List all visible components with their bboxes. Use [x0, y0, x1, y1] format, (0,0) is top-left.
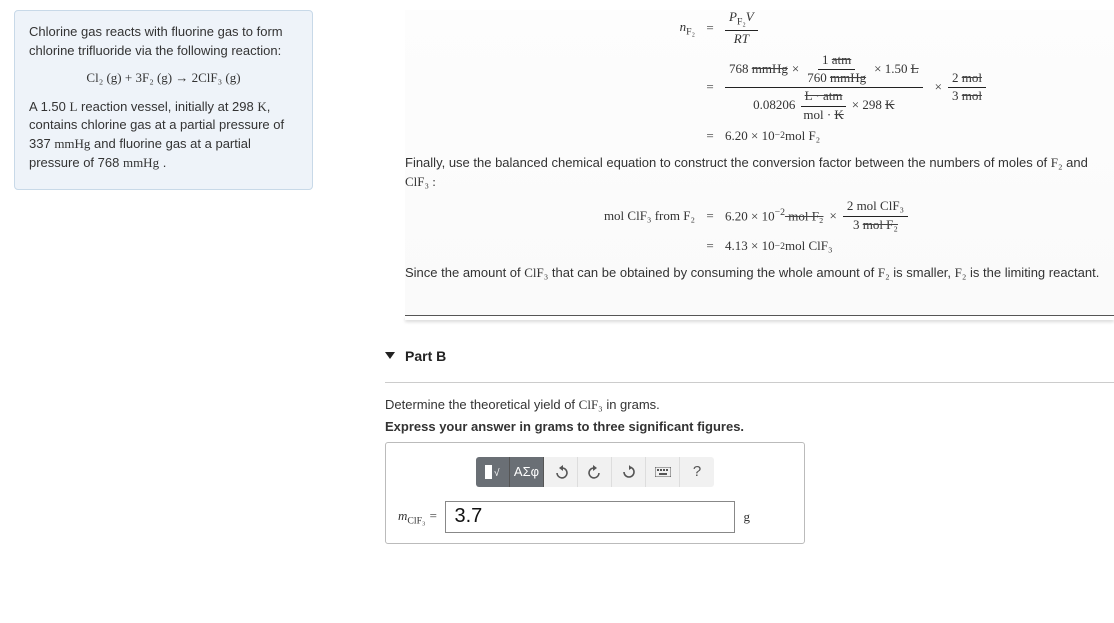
equation-nf2-definition: nF₂ = PF₂V RT: [405, 10, 1102, 47]
problem-sidebar: Chlorine gas reacts with fluorine gas to…: [0, 0, 327, 623]
reaction-equation: Cl₂ (g) + 3F₂ (g) → 2ClF₃ (g): [29, 69, 298, 88]
caret-down-icon: [385, 352, 395, 359]
help-button[interactable]: ?: [680, 457, 714, 487]
part-b-toggle[interactable]: Part B: [385, 348, 1114, 364]
part-b-instructions: Express your answer in grams to three si…: [385, 419, 1114, 434]
templates-button[interactable]: √: [476, 457, 510, 487]
solution-conclusion: Since the amount of ClF₃ that can be obt…: [405, 264, 1102, 283]
keyboard-button[interactable]: [646, 457, 680, 487]
problem-statement: Chlorine gas reacts with fluorine gas to…: [14, 10, 313, 190]
reset-button[interactable]: [612, 457, 646, 487]
solution-text-conversion: Finally, use the balanced chemical equat…: [405, 154, 1102, 192]
equation-clf3-from-f2: mol ClF₃ from F₂ = 6.20 × 10−2 mol F₂ × …: [405, 199, 1102, 232]
answer-variable: mClF₃ =: [398, 508, 437, 527]
undo-button[interactable]: [544, 457, 578, 487]
answer-input[interactable]: [445, 501, 735, 533]
part-b-title: Part B: [405, 348, 446, 364]
solution-box: nF₂ = PF₂V RT = 768 mmHg ×: [405, 10, 1114, 316]
equation-nf2-result: = 6.20 × 10−2 mol F₂: [405, 128, 1102, 144]
answer-unit: g: [743, 509, 750, 525]
problem-conditions: A 1.50 L reaction vessel, initially at 2…: [29, 98, 298, 173]
problem-intro: Chlorine gas reacts with fluorine gas to…: [29, 23, 298, 61]
redo-button[interactable]: [578, 457, 612, 487]
answer-toolbar: √ ΑΣφ: [386, 443, 804, 497]
answer-box: √ ΑΣφ: [385, 442, 805, 544]
symbols-button[interactable]: ΑΣφ: [510, 457, 544, 487]
part-b-section: Part B Determine the theoretical yield o…: [385, 348, 1114, 544]
equation-nf2-substituted: = 768 mmHg × 1 atm 760 mmHg × 1.50 L: [405, 53, 1102, 122]
main-content: nF₂ = PF₂V RT = 768 mmHg ×: [327, 0, 1114, 623]
svg-text:√: √: [494, 467, 500, 479]
part-b-question: Determine the theoretical yield of ClF₃ …: [385, 397, 1114, 413]
equation-clf3-result: = 4.13 × 10−2 mol ClF₃: [405, 238, 1102, 254]
